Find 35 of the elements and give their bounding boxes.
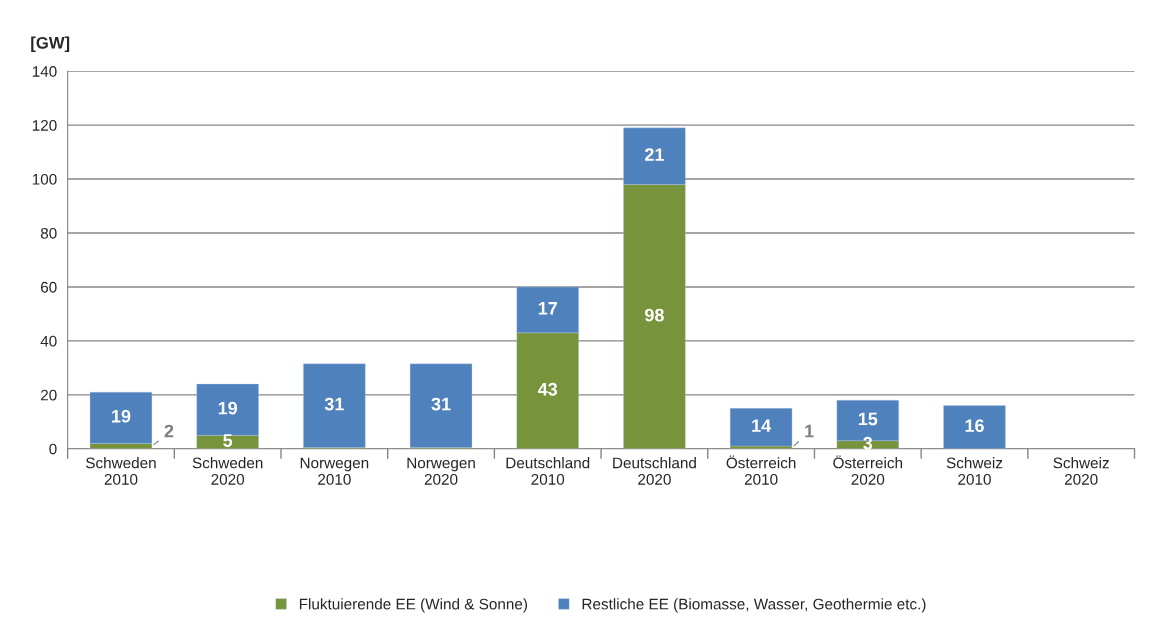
y-tick-label: 80 bbox=[40, 227, 57, 239]
data-label: 98 bbox=[645, 308, 664, 322]
data-label: 5 bbox=[223, 434, 233, 447]
x-tick-label: Norwegen 2020 bbox=[407, 457, 475, 485]
data-label: 31 bbox=[324, 397, 344, 411]
data-label: 2 bbox=[164, 424, 174, 438]
x-tick-label: Deutschland 2010 bbox=[506, 457, 590, 485]
legend-label: Restliche EE (Biomasse, Wasser, Geothermie etc.) bbox=[582, 598, 926, 613]
x-tick-label: Österreich 2010 bbox=[726, 455, 796, 485]
x-tick-label: Österreich 2020 bbox=[833, 455, 903, 485]
x-tick-label: Deutschland 2020 bbox=[613, 457, 696, 485]
y-tick-label: 20 bbox=[40, 389, 57, 401]
data-label: 1 bbox=[805, 424, 814, 438]
y-tick-label: 140 bbox=[32, 66, 57, 77]
x-tick-label: Norwegen 2010 bbox=[300, 457, 369, 485]
data-label: 19 bbox=[218, 401, 238, 415]
y-axis-title: [GW] bbox=[31, 36, 70, 52]
x-tick-label: Schweden 2010 bbox=[86, 457, 156, 485]
x-tick-label: Schweiz 2020 bbox=[1053, 457, 1109, 485]
y-tick-label: 0 bbox=[49, 443, 57, 455]
data-label: 19 bbox=[112, 409, 131, 423]
data-label: 15 bbox=[858, 412, 878, 426]
x-tick-label: Schweiz 2010 bbox=[946, 457, 1003, 485]
x-tick-label: Schweden 2020 bbox=[192, 457, 263, 485]
y-tick-label: 100 bbox=[32, 173, 57, 185]
data-label: 21 bbox=[645, 148, 664, 161]
data-label: 14 bbox=[752, 419, 772, 432]
y-tick-label: 120 bbox=[32, 119, 57, 131]
data-label: 43 bbox=[537, 382, 558, 396]
data-label: 31 bbox=[431, 397, 451, 411]
data-label: 16 bbox=[965, 419, 984, 433]
data-label: 17 bbox=[538, 302, 557, 315]
y-tick-label: 60 bbox=[41, 281, 57, 293]
legend-label: Fluktuierende EE (Wind & Sonne) bbox=[299, 598, 527, 613]
y-tick-label: 40 bbox=[40, 335, 57, 347]
